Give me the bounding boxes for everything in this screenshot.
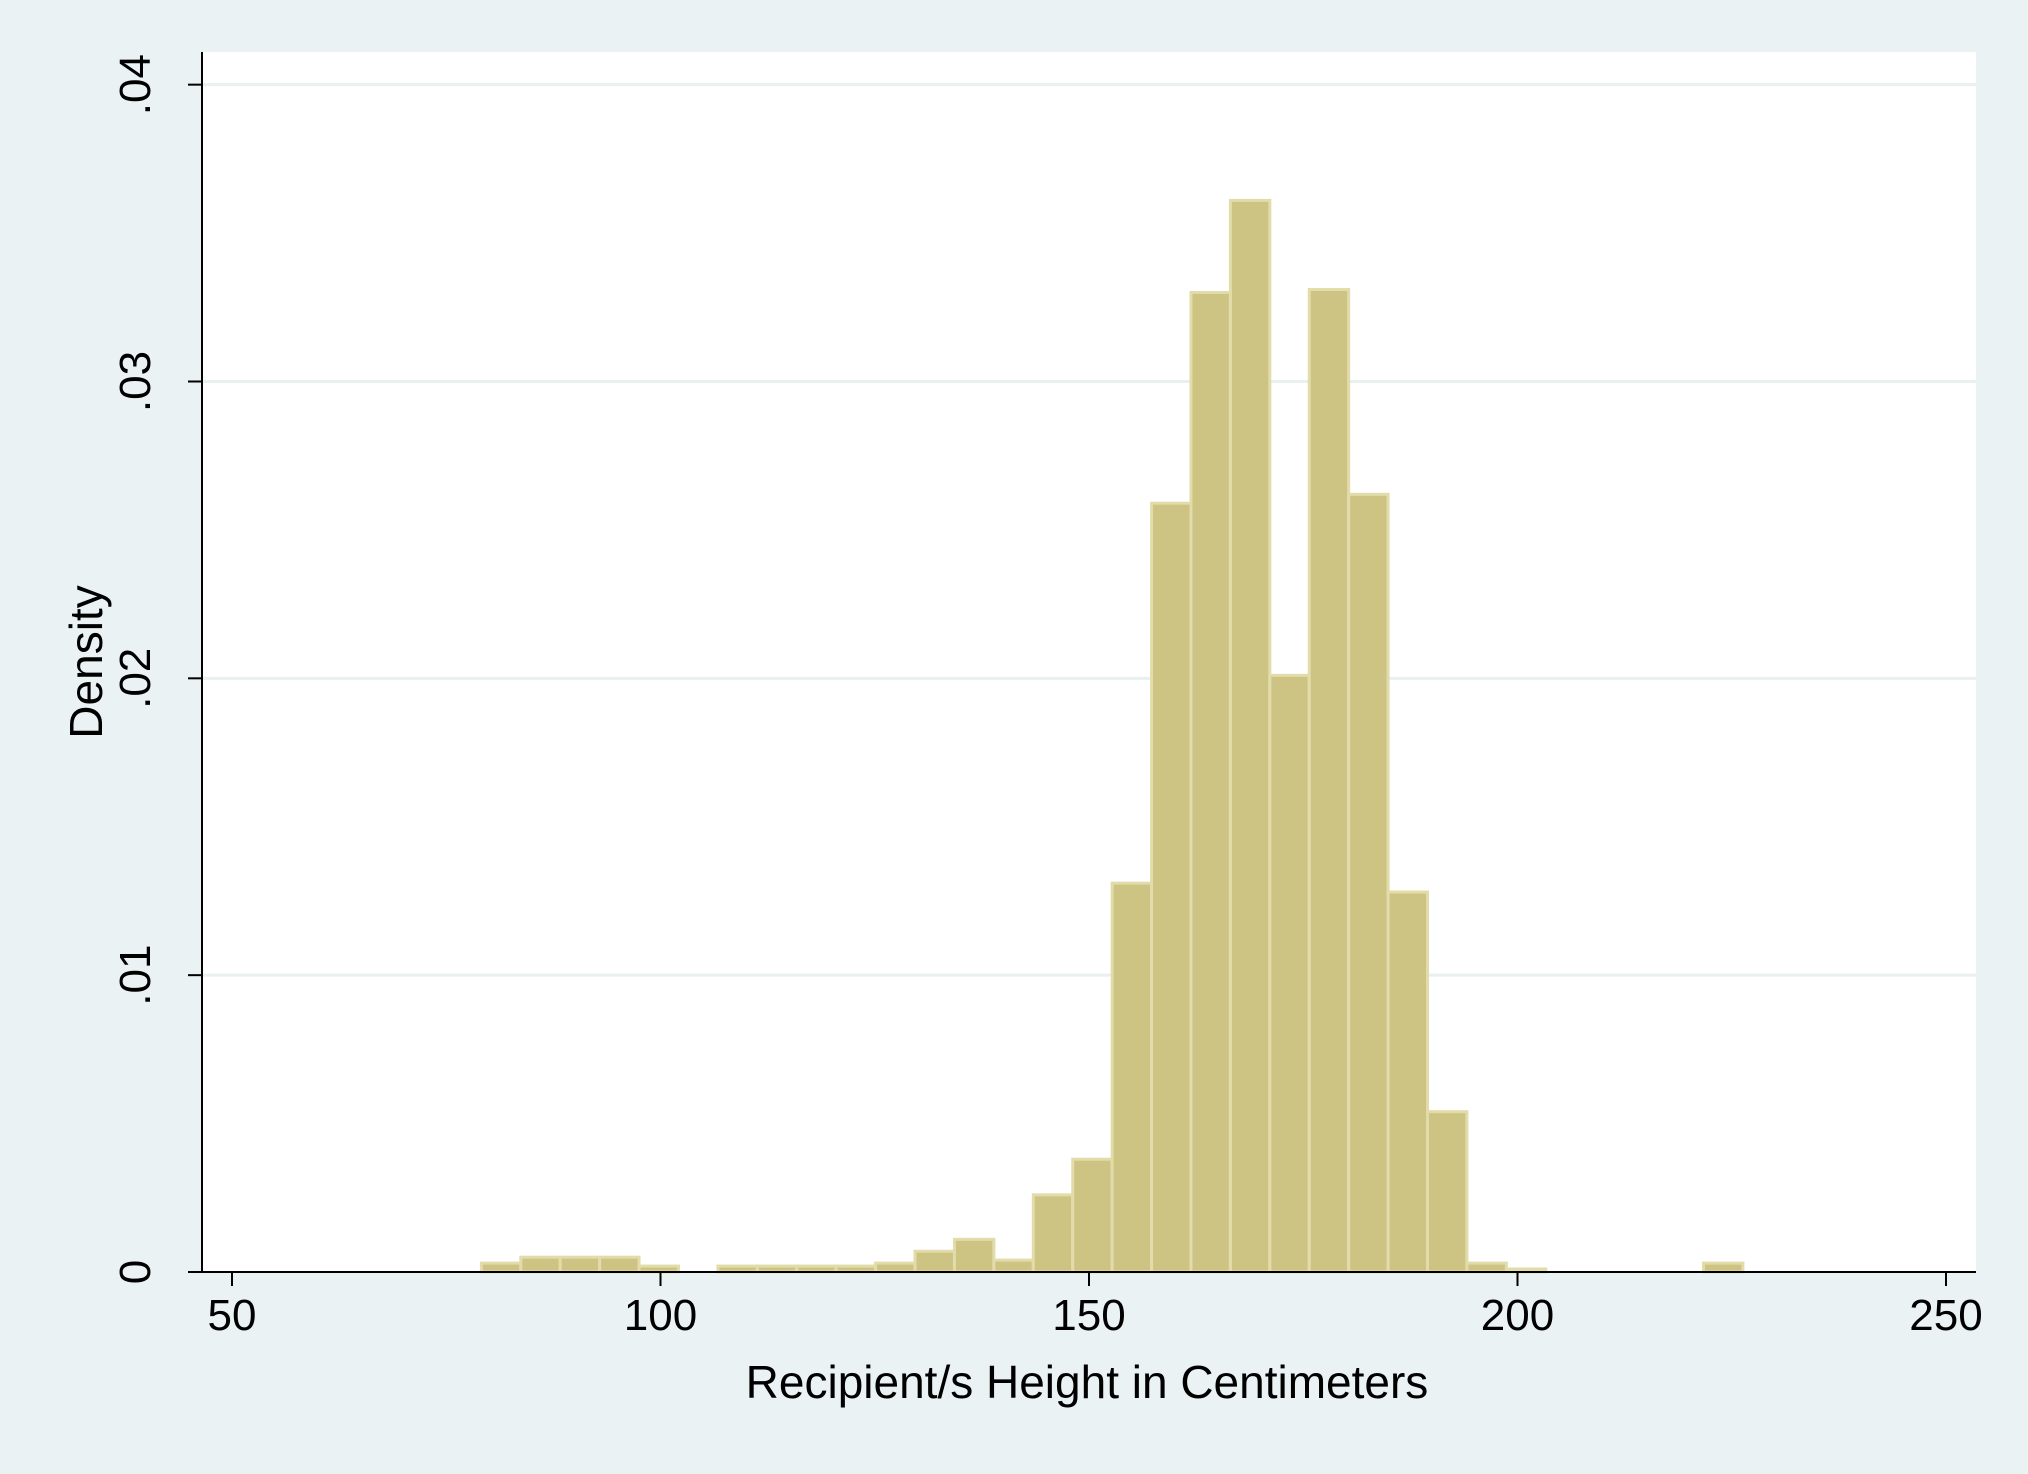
- histogram-bar: [1071, 1157, 1114, 1274]
- y-tick-label: .04: [111, 54, 160, 115]
- y-tick-label: .02: [111, 648, 160, 709]
- x-axis-ticks: 50 100 150 200 250: [208, 1272, 1983, 1340]
- gridlines: [202, 83, 1976, 977]
- histogram-bar: [1031, 1193, 1075, 1274]
- x-tick-label: 50: [208, 1291, 257, 1340]
- histogram-bars: [479, 198, 1745, 1274]
- x-tick-label: 100: [624, 1291, 697, 1340]
- plot-area: [202, 52, 1976, 1272]
- histogram-bar: [1189, 290, 1232, 1274]
- histogram-bar: [952, 1237, 996, 1274]
- y-axis-ticks: 0 .01 .02 .03 .04: [111, 54, 202, 1284]
- histogram-bar: [1386, 890, 1430, 1274]
- histogram-bar: [1268, 673, 1311, 1274]
- histogram-bar: [598, 1255, 641, 1274]
- histogram-bar: [479, 1261, 523, 1274]
- x-tick-label: 150: [1052, 1291, 1125, 1340]
- x-axis-label: Recipient/s Height in Centimeters: [746, 1356, 1429, 1408]
- histogram-bar: [519, 1255, 562, 1274]
- y-tick-label: .03: [111, 351, 160, 412]
- histogram-bar: [1150, 501, 1193, 1274]
- histogram-bar: [1110, 881, 1154, 1274]
- histogram-bar: [992, 1258, 1035, 1274]
- x-tick-label: 250: [1909, 1291, 1982, 1340]
- y-axis-label: Density: [60, 585, 112, 738]
- y-tick-label: 0: [111, 1260, 160, 1284]
- histogram-bar: [1307, 287, 1351, 1274]
- histogram-bar: [1347, 492, 1390, 1274]
- histogram-bar: [558, 1255, 602, 1274]
- histogram-bar: [1228, 198, 1272, 1274]
- histogram-bar: [1701, 1261, 1745, 1274]
- histogram-bar: [1465, 1261, 1508, 1274]
- y-tick-label: .01: [111, 945, 160, 1006]
- histogram-bar: [1426, 1110, 1469, 1274]
- histogram-bar: [913, 1249, 956, 1274]
- x-tick-label: 200: [1481, 1291, 1554, 1340]
- histogram-bar: [874, 1261, 917, 1274]
